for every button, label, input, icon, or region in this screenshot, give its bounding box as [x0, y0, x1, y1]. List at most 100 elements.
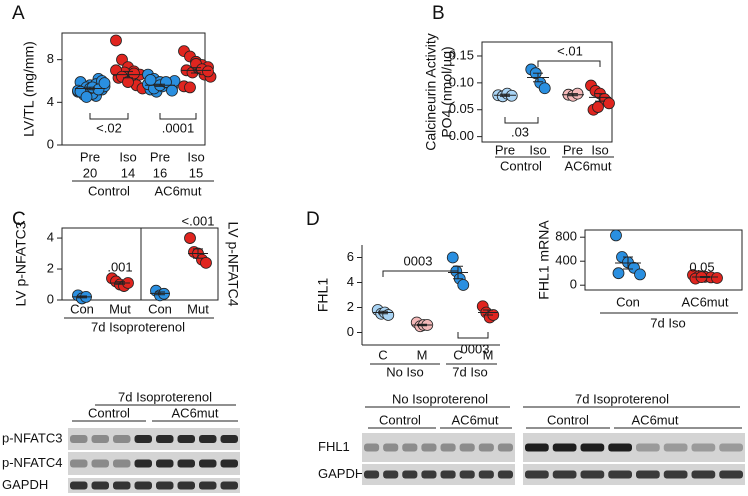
- blot-band: [134, 435, 152, 443]
- blot-band: [383, 470, 399, 479]
- blot-row-label: p-NFATC4: [2, 455, 62, 470]
- blot-group: Control: [379, 412, 421, 427]
- x-tick-label: Mut: [109, 301, 131, 316]
- blot-band: [364, 443, 380, 452]
- y-axis-label: Calcineurin Activity: [423, 33, 439, 151]
- blot-band: [663, 470, 688, 479]
- plot-frame: [140, 227, 219, 301]
- data-point: [592, 101, 604, 113]
- panel-letter: C: [12, 209, 26, 230]
- y-axis-label: PO4 (nmol/µg): [439, 46, 455, 137]
- y-tick-label: 4: [47, 94, 54, 109]
- data-point: [612, 267, 625, 280]
- blot-band: [691, 443, 716, 452]
- blot-group: Control: [88, 405, 130, 420]
- y-tick-label: 0: [347, 324, 354, 339]
- group-label: No Iso: [386, 364, 424, 379]
- blot-band: [113, 481, 131, 490]
- plot-frame: [481, 41, 613, 143]
- bracket: [537, 60, 601, 67]
- x-tick-label: Con: [148, 301, 172, 316]
- group-label: 7d Iso: [650, 315, 685, 330]
- data-point: [603, 97, 615, 110]
- y-tick-label: 8: [47, 51, 54, 66]
- n-label: 15: [189, 165, 203, 180]
- blot-band: [91, 435, 109, 443]
- blot-band: [478, 470, 494, 479]
- data-point: [166, 84, 178, 97]
- y-tick-label: 0: [570, 277, 577, 292]
- x-tick-label: C: [378, 347, 387, 362]
- blot-band: [113, 459, 131, 468]
- data-point: [634, 268, 646, 281]
- annotation: .001: [107, 259, 132, 274]
- blot-band: [177, 435, 195, 443]
- blot-band: [608, 443, 632, 452]
- n-label: 20: [83, 165, 97, 180]
- blot-strip: [362, 464, 515, 485]
- blot-band: [91, 459, 109, 468]
- data-point: [505, 89, 518, 102]
- blot-row-label: FHL1: [318, 439, 350, 454]
- blot-strip: [68, 452, 240, 475]
- group-label: AC6mut: [565, 158, 612, 173]
- annotation: <.01: [557, 43, 583, 58]
- blot-band: [113, 435, 131, 443]
- data-point: [610, 229, 622, 242]
- data-point: [202, 65, 214, 78]
- blot-band: [134, 481, 152, 490]
- blot-band: [691, 470, 716, 479]
- blot-band: [552, 443, 577, 452]
- blot-band: [478, 443, 494, 452]
- y-tick-label: 2: [347, 299, 354, 314]
- blot-band: [220, 481, 238, 490]
- blot-band: [177, 459, 195, 468]
- blot-row-label: p-NFATC3: [2, 430, 62, 445]
- blot-band: [525, 470, 549, 479]
- blot-strip: [523, 464, 745, 485]
- blot-band: [220, 459, 238, 468]
- data-point: [200, 256, 212, 269]
- blot-header: No Isoproterenol: [392, 391, 488, 406]
- bracket: [159, 113, 197, 120]
- bracket: [89, 113, 129, 120]
- y-tick-label: 4: [347, 274, 354, 289]
- blot-band: [719, 470, 743, 479]
- y-tick-label: 6: [347, 249, 354, 264]
- n-label: 16: [153, 165, 167, 180]
- data-point: [144, 74, 157, 86]
- y-tick-label: 0.00: [449, 128, 474, 143]
- y-tick-label: 2: [47, 260, 54, 275]
- blot-row-label: GAPDH: [2, 477, 48, 492]
- y-axis-label: FHL1: [315, 278, 331, 312]
- blot-band: [70, 435, 88, 443]
- blot-band: [636, 443, 660, 452]
- blot-group: Control: [547, 412, 589, 427]
- x-tick-label: Iso: [591, 142, 608, 157]
- blot-band: [421, 470, 437, 479]
- data-point: [446, 251, 459, 264]
- blot-band: [91, 481, 109, 490]
- data-point: [98, 77, 111, 90]
- y-tick-label: 0.10: [449, 74, 474, 89]
- x-tick-label: Pre: [563, 142, 583, 157]
- data-point: [457, 279, 470, 291]
- x-tick-label: Con: [616, 294, 640, 309]
- bracket: [457, 332, 489, 339]
- blot-band: [70, 459, 88, 468]
- panel-letter: B: [432, 3, 445, 24]
- blot-band: [402, 443, 418, 452]
- group-label: Control: [88, 183, 130, 198]
- group-label: 7d Iso: [452, 364, 487, 379]
- y-axis-label: LV p-NFATC4: [225, 221, 241, 306]
- y-tick-label: 4: [47, 230, 54, 245]
- blot-band: [199, 435, 217, 443]
- blot-band: [580, 470, 605, 479]
- blot-band: [608, 470, 632, 479]
- group-label: AC6mut: [155, 183, 202, 198]
- plot-frame: [61, 32, 206, 146]
- annotation: 0.05: [689, 259, 714, 274]
- x-tick-label: Con: [70, 301, 94, 316]
- y-axis-label: LV/TL (mg/mm): [21, 41, 37, 137]
